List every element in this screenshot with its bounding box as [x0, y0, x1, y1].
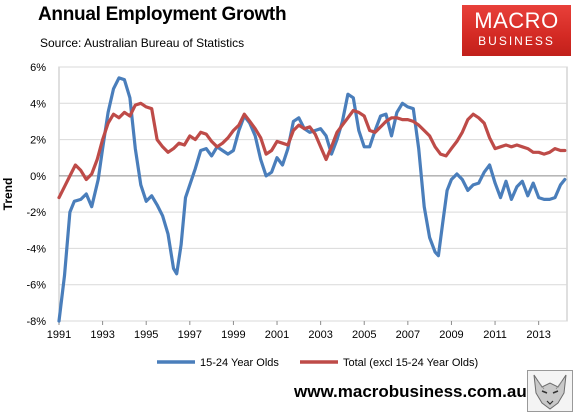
series-group — [57, 76, 567, 323]
y-tick-label: 6% — [30, 62, 46, 74]
y-tick-label: -6% — [26, 280, 46, 292]
x-tick-label: 2011 — [483, 329, 507, 341]
x-tick-label: 2007 — [396, 329, 420, 341]
x-tick-label: 2005 — [352, 329, 376, 341]
y-tick-label: -4% — [26, 243, 46, 255]
y-tick-label: 2% — [30, 135, 46, 147]
grid-lines — [59, 66, 567, 322]
x-tick-label: 2001 — [265, 329, 289, 341]
x-tick-label: 1991 — [47, 329, 71, 341]
y-tick-label: 0% — [30, 171, 46, 183]
x-tick-label: 2009 — [439, 329, 463, 341]
y-tick-label: -8% — [26, 316, 46, 328]
x-tick-label: 1997 — [178, 329, 202, 341]
logo-line-2: BUSINESS — [478, 34, 555, 48]
series-line-total — [57, 101, 567, 200]
legend-label: Total (excl 15-24 Year Olds) — [343, 357, 478, 369]
legend: 15-24 Year Olds Total (excl 15-24 Year Ol… — [157, 357, 478, 369]
y-tick-label: 4% — [30, 98, 46, 110]
footer-url: www.macrobusiness.com.au — [294, 382, 527, 401]
x-tick-label: 1999 — [221, 329, 245, 341]
macrobusiness-logo: MACRO BUSINESS — [462, 5, 571, 56]
x-tick-label: 2003 — [308, 329, 332, 341]
logo-line-1: MACRO — [474, 8, 559, 33]
y-axis-label: Trend — [1, 178, 15, 211]
wolf-logo-icon — [527, 370, 573, 412]
x-axis: 1991 1993 1995 1997 1999 2001 2003 2005 2007 2009… — [47, 321, 551, 341]
y-axis: 6% 4% 2% 0% -2% -4% -6% -8% — [26, 62, 46, 328]
legend-label: 15-24 Year Olds — [200, 357, 279, 369]
x-tick-label: 1993 — [90, 329, 114, 341]
x-tick-label: 2013 — [526, 329, 550, 341]
chart-source: Source: Australian Bureau of Statistics — [40, 36, 245, 50]
y-tick-label: -2% — [26, 207, 46, 219]
x-tick-label: 1995 — [134, 329, 158, 341]
chart-title: Annual Employment Growth — [38, 4, 287, 25]
